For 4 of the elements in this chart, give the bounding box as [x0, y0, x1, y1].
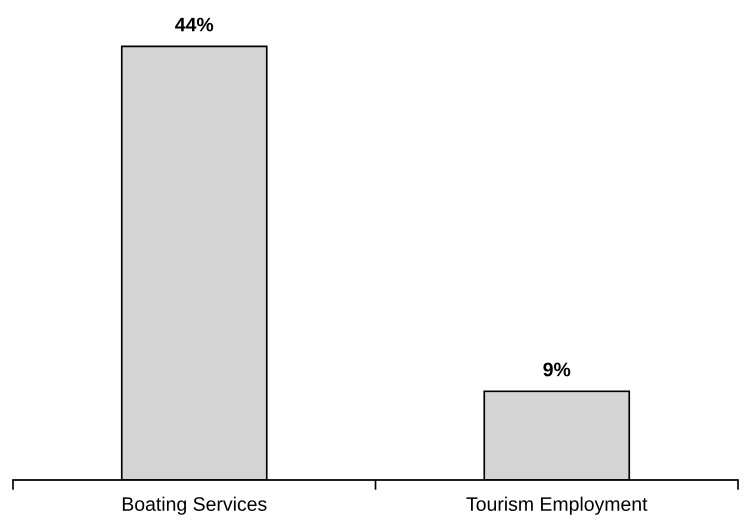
x-tick-label: Tourism Employment [466, 496, 648, 515]
x-tick-label: Boating Services [122, 496, 267, 515]
data-label: 9% [543, 362, 570, 376]
data-label: 44% [175, 18, 214, 32]
